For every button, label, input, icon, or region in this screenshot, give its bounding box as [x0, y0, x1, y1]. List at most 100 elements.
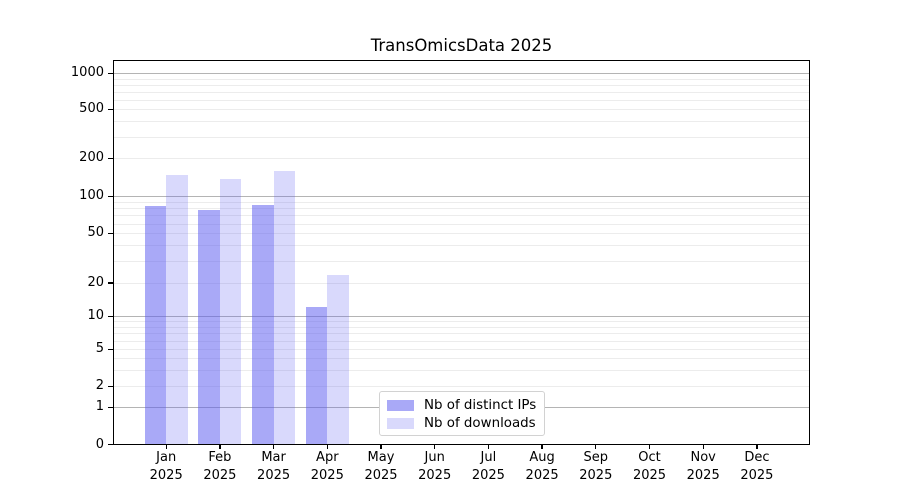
y-tick-label: 1000 [70, 65, 104, 81]
minor-gridline [114, 121, 809, 123]
y-tick-mark [108, 157, 113, 160]
bar-downloads [327, 275, 349, 444]
x-tick-month: Sep [583, 450, 609, 465]
x-tick-mark [648, 445, 651, 449]
y-tick-label: 5 [95, 341, 104, 357]
minor-gridline [114, 208, 809, 210]
minor-gridline [114, 201, 809, 203]
y-tick-label: 0 [95, 436, 104, 452]
y-tick-mark [108, 195, 113, 198]
legend-item: Nb of distinct IPs [380, 396, 544, 414]
legend-swatch [387, 417, 414, 429]
minor-gridline [114, 233, 809, 235]
x-tick-month: Feb [208, 450, 232, 465]
x-tick-year: 2025 [149, 467, 183, 483]
minor-gridline [114, 109, 809, 111]
major-gridline [114, 196, 809, 198]
x-tick-mark [487, 445, 490, 449]
minor-gridline [114, 99, 809, 101]
minor-gridline [114, 326, 809, 328]
legend-swatch [387, 399, 414, 411]
minor-gridline [114, 369, 809, 371]
x-tick-label: Apr 2025 [297, 449, 357, 484]
x-tick-year: 2025 [310, 467, 344, 483]
x-tick-label: Mar 2025 [244, 449, 304, 484]
chart-title: TransOmicsData 2025 [370, 36, 553, 55]
major-gridline [114, 73, 809, 75]
bar-downloads [166, 174, 188, 444]
plot-area [113, 60, 810, 445]
x-tick-mark [380, 445, 382, 449]
y-tick-mark [108, 108, 113, 111]
minor-gridline [114, 245, 809, 247]
x-tick-month: Mar [261, 450, 286, 465]
x-tick-mark [702, 445, 704, 449]
x-tick-month: Jul [480, 450, 497, 465]
x-tick-month: Apr [316, 450, 339, 465]
major-gridline [114, 316, 809, 317]
minor-gridline [114, 223, 809, 225]
bar-downloads [219, 178, 242, 444]
minor-gridline [114, 321, 809, 323]
x-tick-year: 2025 [257, 467, 291, 483]
x-tick-mark [434, 445, 436, 449]
legend-item: Nb of downloads [380, 414, 544, 432]
y-tick-mark [108, 385, 113, 387]
x-tick-label: Feb 2025 [190, 449, 250, 484]
minor-gridline [114, 91, 809, 93]
y-tick-label: 10 [87, 308, 104, 323]
minor-gridline [114, 333, 809, 335]
legend: Nb of distinct IPs Nb of downloads [379, 391, 545, 436]
x-tick-label: Sep 2025 [566, 449, 626, 484]
minor-gridline [114, 136, 809, 138]
y-tick-label: 1 [95, 399, 104, 415]
legend-label: Nb of distinct IPs [424, 397, 537, 413]
y-tick-mark [108, 232, 113, 235]
x-tick-label: May 2025 [351, 449, 411, 484]
x-tick-mark [165, 445, 167, 449]
x-tick-month: Jun [424, 450, 445, 465]
x-tick-label: Nov 2025 [673, 449, 733, 484]
x-tick-mark [219, 445, 221, 449]
x-tick-year: 2025 [525, 467, 559, 483]
x-tick-month: May [367, 450, 395, 465]
bar-distinct-ips [305, 307, 328, 444]
x-tick-label: Aug 2025 [512, 449, 572, 484]
x-tick-label: Jun 2025 [405, 449, 465, 484]
y-tick-label: 500 [79, 101, 104, 117]
x-tick-year: 2025 [579, 467, 613, 483]
x-tick-mark [595, 445, 597, 449]
x-tick-year: 2025 [632, 467, 667, 483]
x-tick-month: Oct [638, 450, 661, 465]
x-tick-label: Oct 2025 [620, 449, 680, 484]
y-tick-label: 100 [79, 188, 104, 204]
bar-distinct-ips [252, 204, 274, 444]
bar-distinct-ips [198, 210, 220, 444]
y-tick-mark [108, 444, 113, 446]
x-tick-year: 2025 [471, 467, 505, 483]
x-tick-month: Jan [156, 450, 177, 465]
x-tick-month: Nov [690, 450, 716, 465]
legend-label: Nb of downloads [424, 415, 536, 431]
minor-gridline [114, 78, 809, 80]
bar-downloads [273, 171, 296, 444]
y-tick-label: 200 [79, 150, 104, 166]
x-tick-year: 2025 [418, 467, 452, 483]
minor-gridline [114, 349, 809, 351]
x-tick-label: Jul 2025 [458, 449, 518, 484]
x-tick-mark [326, 445, 328, 449]
x-tick-month: Aug [529, 450, 555, 465]
x-tick-label: Dec 2025 [727, 449, 787, 484]
y-tick-mark [108, 72, 113, 75]
minor-gridline [114, 340, 809, 342]
minor-gridline [114, 260, 809, 262]
minor-gridline [114, 84, 809, 86]
x-tick-year: 2025 [686, 467, 720, 483]
minor-gridline [114, 386, 809, 387]
minor-gridline [114, 282, 809, 284]
x-tick-mark [272, 445, 275, 449]
x-tick-year: 2025 [740, 467, 774, 483]
bar-distinct-ips [144, 206, 167, 444]
minor-gridline [114, 358, 809, 360]
